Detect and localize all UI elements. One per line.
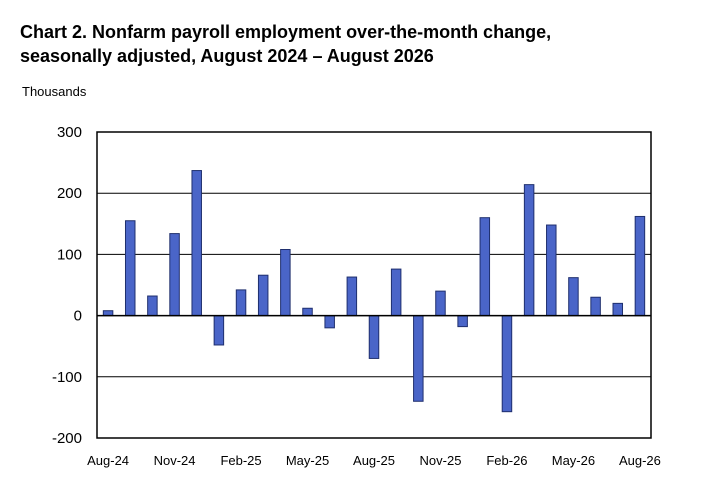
bar-feb-26 <box>501 315 513 413</box>
y-axis-unit-label: Thousands <box>22 84 87 99</box>
x-tick-label: Nov-24 <box>154 453 196 468</box>
y-tick-label: 200 <box>57 185 82 202</box>
bar-apr-26 <box>546 224 557 317</box>
chart-title: Chart 2. Nonfarm payroll employment over… <box>20 22 552 42</box>
bar-dec-25 <box>457 315 468 328</box>
bar-jul-25 <box>346 276 358 317</box>
bar-sep-24 <box>124 220 136 317</box>
bar-mar-25 <box>257 274 269 317</box>
bar-mar-26 <box>523 184 535 317</box>
bar-nov-24 <box>169 233 180 317</box>
x-tick-label: Aug-25 <box>353 453 395 468</box>
bar-may-25 <box>302 307 313 317</box>
y-tick-labels: 300 200 100 0 -100 -200 <box>52 124 82 447</box>
x-tick-label: Feb-26 <box>486 453 527 468</box>
x-tick-label: Nov-25 <box>420 453 462 468</box>
bar-jan-26 <box>479 217 491 317</box>
bar-jun-26 <box>590 296 601 317</box>
y-tick-label: 0 <box>74 308 82 325</box>
y-tick-label: 300 <box>57 124 82 141</box>
bar-aug-26 <box>634 215 646 317</box>
bar-may-26 <box>568 277 579 317</box>
gridlines <box>97 131 651 439</box>
bar-apr-25 <box>280 249 291 317</box>
bar-jul-26 <box>612 302 624 317</box>
x-tick-label: Aug-26 <box>619 453 661 468</box>
x-tick-label: May-25 <box>286 453 329 468</box>
x-tick-label: Feb-25 <box>220 453 261 468</box>
y-tick-label: 100 <box>57 246 82 263</box>
y-tick-label: -100 <box>52 369 82 386</box>
bar-oct-25 <box>413 315 424 402</box>
bar-dec-24 <box>191 170 202 317</box>
bar-feb-25 <box>235 289 247 317</box>
bar-nov-25 <box>435 290 446 317</box>
bar-aug-25 <box>368 315 380 359</box>
x-tick-label: Aug-24 <box>87 453 129 468</box>
chart-subtitle: seasonally adjusted, August 2024 – Augus… <box>20 46 434 66</box>
bar-jan-25 <box>213 315 225 346</box>
bar-oct-24 <box>147 295 158 317</box>
bar-series <box>102 170 646 413</box>
x-tick-labels: Aug-24 Nov-24 Feb-25 May-25 Aug-25 Nov-25 Feb-… <box>87 453 661 468</box>
plot-frame <box>96 131 652 439</box>
y-tick-label: -200 <box>52 430 82 447</box>
bar-jun-25 <box>324 315 335 329</box>
bar-sep-25 <box>390 268 402 317</box>
x-tick-label: May-26 <box>552 453 595 468</box>
